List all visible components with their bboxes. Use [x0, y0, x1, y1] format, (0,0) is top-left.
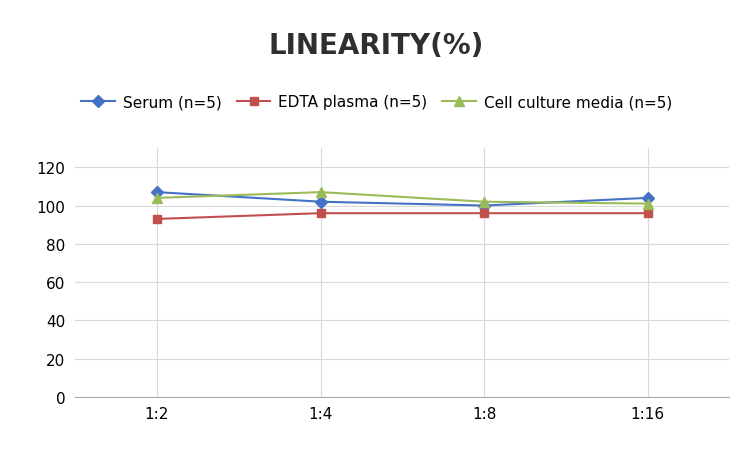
Line: Cell culture media (n=5): Cell culture media (n=5) — [152, 188, 653, 209]
Serum (n=5) — [480, 203, 489, 209]
EDTA plasma (n=5) — [153, 217, 162, 222]
Cell culture media (n=5) — [643, 202, 652, 207]
EDTA plasma (n=5) — [480, 211, 489, 216]
EDTA plasma (n=5) — [316, 211, 325, 216]
Serum (n=5) — [153, 190, 162, 195]
Text: LINEARITY(%): LINEARITY(%) — [268, 32, 484, 60]
Serum (n=5) — [643, 196, 652, 201]
Line: Serum (n=5): Serum (n=5) — [153, 189, 652, 210]
EDTA plasma (n=5) — [643, 211, 652, 216]
Legend: Serum (n=5), EDTA plasma (n=5), Cell culture media (n=5): Serum (n=5), EDTA plasma (n=5), Cell cul… — [75, 89, 678, 116]
Line: EDTA plasma (n=5): EDTA plasma (n=5) — [153, 210, 652, 224]
Cell culture media (n=5) — [480, 199, 489, 205]
Cell culture media (n=5) — [153, 196, 162, 201]
Serum (n=5) — [316, 199, 325, 205]
Cell culture media (n=5) — [316, 190, 325, 195]
